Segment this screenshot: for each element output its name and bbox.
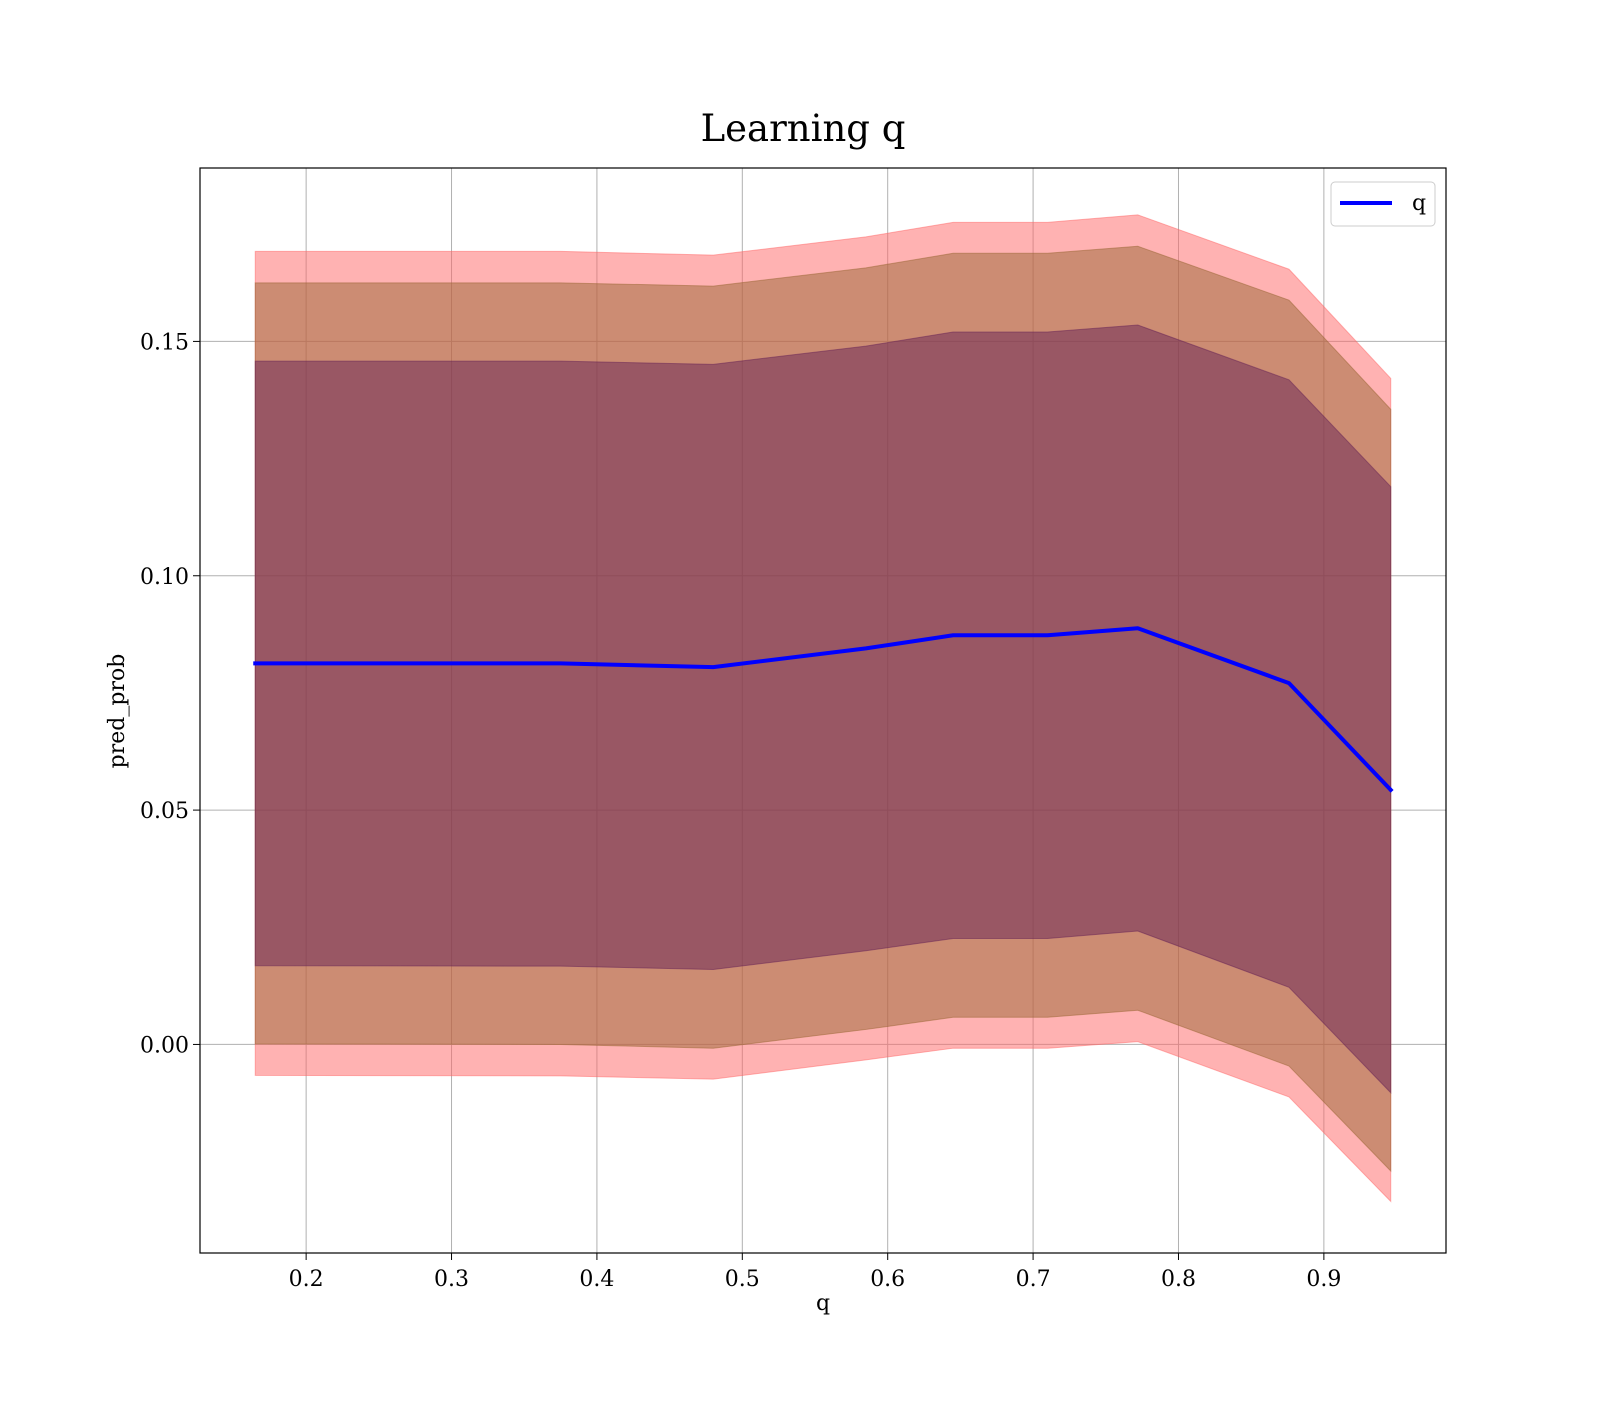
y-tick-label: 0.10 <box>140 565 189 590</box>
chart-title: Learning q <box>701 107 906 150</box>
x-tick-label: 0.3 <box>434 1267 469 1292</box>
legend-label-q: q <box>1412 191 1426 216</box>
x-tick-label: 0.2 <box>289 1267 324 1292</box>
y-tick-label: 0.00 <box>140 1033 189 1058</box>
x-axis-label: q <box>816 1291 830 1316</box>
x-tick-label: 0.8 <box>1161 1267 1196 1292</box>
x-tick-label: 0.6 <box>870 1267 905 1292</box>
legend: q <box>1331 182 1435 226</box>
x-tick-label: 0.4 <box>579 1267 614 1292</box>
x-tick-label: 0.9 <box>1306 1267 1341 1292</box>
y-tick-label: 0.15 <box>140 330 189 355</box>
y-tick-label: 0.05 <box>140 799 189 824</box>
confidence-bands <box>255 215 1391 1202</box>
x-tick-label: 0.5 <box>725 1267 760 1292</box>
x-tick-label: 0.7 <box>1016 1267 1051 1292</box>
y-axis-label: pred_prob <box>105 654 130 769</box>
